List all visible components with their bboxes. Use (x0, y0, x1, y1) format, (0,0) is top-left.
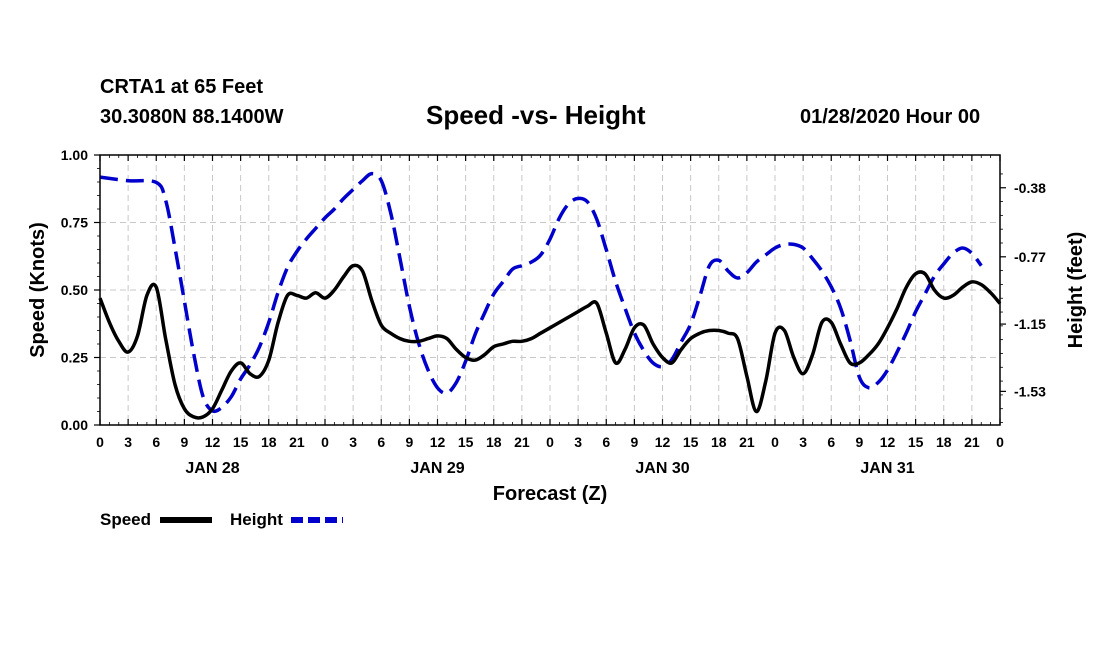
x-tick-label: 0 (546, 434, 554, 450)
x-tick-label: 18 (711, 434, 727, 450)
height-line (99, 171, 983, 414)
day-label: JAN 31 (860, 460, 914, 477)
x-tick-label: 9 (180, 434, 188, 450)
x-tick-label: 21 (289, 434, 305, 450)
y-right-tick-label: -0.38 (1014, 180, 1046, 196)
legend-height-label: Height (230, 510, 283, 529)
x-tick-label: 3 (574, 434, 582, 450)
forecast-datetime: 01/28/2020 Hour 00 (800, 106, 981, 128)
y-axis-left-title: Speed (Knots) (27, 222, 49, 358)
data-series (98, 171, 1002, 420)
x-tick-label: 18 (486, 434, 502, 450)
x-tick-label: 21 (514, 434, 530, 450)
chart-title: Speed -vs- Height (426, 100, 646, 130)
day-label: JAN 28 (185, 460, 239, 477)
y-left-tick-label: 1.00 (61, 147, 88, 163)
x-tick-label: 18 (936, 434, 952, 450)
x-tick-label: 9 (405, 434, 413, 450)
x-tick-label: 21 (739, 434, 755, 450)
y-left-tick-label: 0.00 (61, 417, 88, 433)
x-tick-label: 0 (321, 434, 329, 450)
x-tick-label: 3 (799, 434, 807, 450)
x-tick-label: 12 (655, 434, 671, 450)
station-label: CRTA1 at 65 Feet (100, 76, 264, 98)
axis-labels: 0 3 6 9 12 15 18 21 0 3 6 9 12 15 18 21 0 3 6 9 12 15 18 21 0 3 6 9… (61, 147, 1046, 477)
x-tick-label: 0 (96, 434, 104, 450)
x-tick-label: 9 (855, 434, 863, 450)
grid-lines (100, 155, 1000, 425)
x-tick-label: 18 (261, 434, 277, 450)
x-tick-label: 15 (683, 434, 699, 450)
x-tick-label: 6 (602, 434, 610, 450)
y-right-tick-label: -0.77 (1014, 249, 1046, 265)
y-left-tick-label: 0.50 (61, 282, 88, 298)
y-left-tick-label: 0.75 (61, 215, 88, 231)
legend-speed-label: Speed (100, 510, 151, 529)
x-tick-label: 21 (964, 434, 980, 450)
x-tick-label: 9 (630, 434, 638, 450)
x-tick-label: 3 (349, 434, 357, 450)
x-tick-label: 15 (458, 434, 474, 450)
x-axis-title: Forecast (Z) (493, 483, 607, 505)
x-tick-label: 6 (827, 434, 835, 450)
day-label: JAN 30 (635, 460, 689, 477)
speed-line (98, 263, 1002, 420)
plot-frame (99, 154, 1001, 426)
x-tick-label: 0 (771, 434, 779, 450)
station-coordinates: 30.3080N 88.1400W (100, 106, 284, 128)
y-axis-right-title: Height (feet) (1065, 232, 1087, 349)
day-label: JAN 29 (410, 460, 464, 477)
legend: Speed Height (100, 510, 343, 529)
x-tick-label: 6 (377, 434, 385, 450)
x-tick-label: 12 (880, 434, 896, 450)
y-right-tick-label: -1.53 (1014, 383, 1046, 399)
y-left-tick-label: 0.25 (61, 350, 88, 366)
x-tick-label: 12 (430, 434, 446, 450)
x-tick-label: 12 (205, 434, 221, 450)
x-tick-label: 15 (908, 434, 924, 450)
y-right-tick-label: -1.15 (1014, 316, 1046, 332)
x-tick-label: 15 (233, 434, 249, 450)
x-tick-label: 0 (996, 434, 1004, 450)
x-tick-label: 6 (152, 434, 160, 450)
x-tick-label: 3 (124, 434, 132, 450)
